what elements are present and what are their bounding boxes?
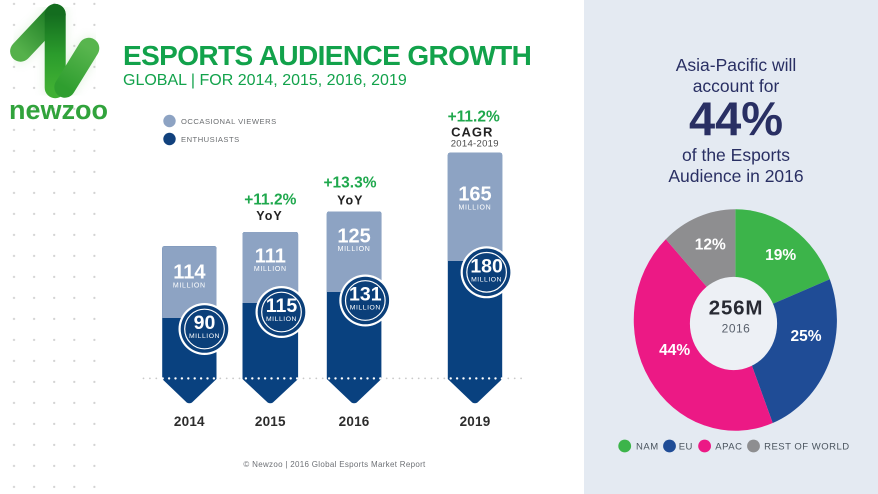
svg-text:MILLION: MILLION — [266, 316, 297, 323]
svg-text:114: 114 — [173, 262, 206, 284]
svg-text:Audience in 2016: Audience in 2016 — [668, 166, 803, 186]
svg-text:NAM: NAM — [636, 441, 659, 452]
svg-text:2015: 2015 — [255, 414, 286, 429]
svg-text:+13.3%: +13.3% — [323, 175, 376, 192]
svg-text:OCCASIONAL VIEWERS: OCCASIONAL VIEWERS — [181, 117, 277, 126]
svg-text:+11.2%: +11.2% — [448, 109, 500, 126]
svg-text:+11.2%: +11.2% — [244, 192, 296, 209]
svg-text:ESPORTS AUDIENCE GROWTH: ESPORTS AUDIENCE GROWTH — [123, 40, 531, 71]
svg-text:of the Esports: of the Esports — [682, 145, 790, 165]
svg-text:256M: 256M — [709, 297, 763, 320]
svg-text:Asia-Pacific will: Asia-Pacific will — [676, 55, 797, 75]
svg-text:ENTHUSIASTS: ENTHUSIASTS — [181, 135, 240, 144]
svg-text:GLOBAL | FOR 2014, 2015, 2016,: GLOBAL | FOR 2014, 2015, 2016, 2019 — [123, 72, 407, 89]
svg-text:180: 180 — [470, 255, 503, 277]
svg-text:115: 115 — [266, 295, 298, 317]
svg-text:newzoo: newzoo — [9, 95, 108, 125]
svg-text:2019: 2019 — [460, 414, 491, 429]
svg-text:MILLION: MILLION — [254, 266, 287, 273]
svg-text:MILLION: MILLION — [173, 282, 206, 289]
svg-text:MILLION: MILLION — [189, 333, 220, 340]
svg-text:YoY: YoY — [337, 194, 363, 208]
svg-text:19%: 19% — [765, 247, 796, 264]
svg-text:EU: EU — [679, 441, 693, 452]
svg-text:125: 125 — [337, 225, 370, 247]
svg-text:90: 90 — [194, 312, 216, 334]
svg-text:MILLION: MILLION — [459, 204, 492, 211]
svg-text:165: 165 — [458, 184, 491, 206]
svg-text:2014: 2014 — [174, 414, 205, 429]
svg-text:YoY: YoY — [256, 209, 282, 223]
svg-text:2016: 2016 — [722, 321, 751, 335]
svg-text:MILLION: MILLION — [471, 276, 502, 283]
svg-text:MILLION: MILLION — [338, 246, 371, 253]
svg-text:account for: account for — [693, 76, 780, 96]
svg-text:APAC: APAC — [715, 441, 742, 452]
svg-text:12%: 12% — [695, 237, 726, 254]
svg-text:2014-2019: 2014-2019 — [451, 139, 499, 150]
svg-text:MILLION: MILLION — [350, 305, 381, 312]
svg-text:2016: 2016 — [339, 414, 370, 429]
svg-text:REST OF WORLD: REST OF WORLD — [764, 441, 850, 452]
svg-text:25%: 25% — [790, 328, 821, 345]
svg-text:131: 131 — [349, 284, 382, 306]
svg-text:44%: 44% — [659, 342, 690, 359]
svg-text:CAGR: CAGR — [451, 125, 493, 140]
svg-text:111: 111 — [255, 245, 286, 267]
svg-text:44%: 44% — [689, 92, 783, 145]
svg-text:© Newzoo | 2016 Global Esports: © Newzoo | 2016 Global Esports Market Re… — [243, 460, 426, 469]
